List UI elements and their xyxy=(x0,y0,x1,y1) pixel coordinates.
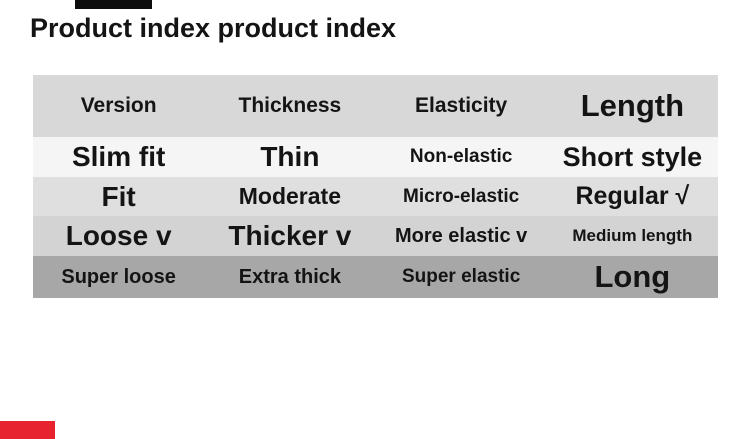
product-spec-table: Version Thickness Elasticity Length Slim… xyxy=(33,75,718,298)
table-cell-thickness: Moderate xyxy=(238,183,341,209)
table-cell-thickness: Thin xyxy=(260,141,320,172)
header-cell-length: Length xyxy=(580,88,685,123)
table-cell-elasticity: More elastic v xyxy=(394,224,528,247)
table-cell-length: Medium length xyxy=(572,226,693,245)
table-row: Fit Moderate Micro-elastic Regular √ xyxy=(33,177,718,216)
table-row: Slim fit Thin Non-elastic Short style xyxy=(33,137,718,177)
header-cell-version: Version xyxy=(80,94,157,117)
table-cell-length: Short style xyxy=(562,141,703,172)
table-cell-length: Long xyxy=(594,259,671,294)
page-title: Product index product index xyxy=(30,13,397,43)
table-row: Loose v Thicker v More elastic v Medium … xyxy=(33,216,718,256)
header-cell-thickness: Thickness xyxy=(238,94,342,117)
top-bar-decoration xyxy=(75,0,152,9)
table-cell-length: Regular √ xyxy=(575,182,690,210)
red-accent-bar xyxy=(0,421,55,439)
table-cell-version: Fit xyxy=(101,180,136,212)
table-header-row: Version Thickness Elasticity Length xyxy=(33,75,718,137)
table-cell-elasticity: Non-elastic xyxy=(409,146,513,167)
header-cell-elasticity: Elasticity xyxy=(415,94,508,117)
table-cell-version: Super loose xyxy=(61,265,176,288)
table-cell-version: Loose v xyxy=(65,220,172,251)
table-cell-elasticity: Micro-elastic xyxy=(403,185,520,207)
table-cell-elasticity: Super elastic xyxy=(401,266,521,287)
table-cell-thickness: Extra thick xyxy=(238,265,341,288)
table-cell-thickness: Thicker v xyxy=(228,220,352,251)
table-cell-version: Slim fit xyxy=(71,141,166,172)
table-row: Super loose Extra thick Super elastic Lo… xyxy=(33,256,718,298)
